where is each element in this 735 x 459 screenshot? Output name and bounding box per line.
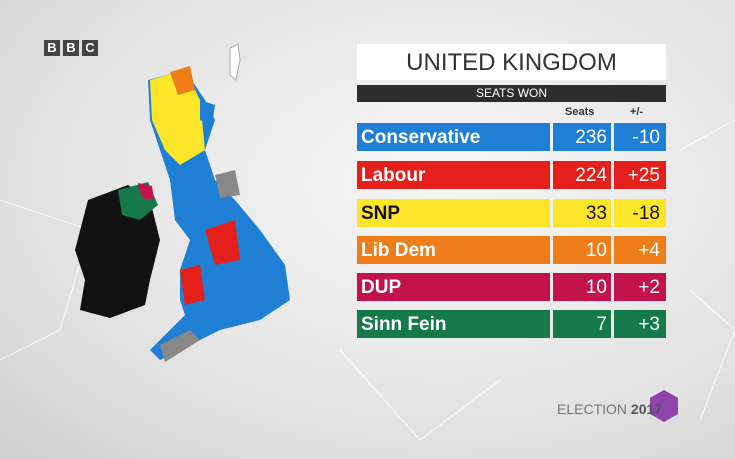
seats-count: 10 xyxy=(553,236,611,264)
seat-change: +25 xyxy=(614,161,666,189)
footer: ELECTION 2017 xyxy=(557,401,662,417)
column-header: Seats xyxy=(565,106,595,118)
seats-count: 10 xyxy=(553,273,611,301)
logo-letter: C xyxy=(82,40,98,56)
logo-letter: B xyxy=(63,40,79,56)
seat-change: +4 xyxy=(614,236,666,264)
seat-change: +3 xyxy=(614,310,666,338)
seats-count: 33 xyxy=(553,199,611,227)
wales-labour xyxy=(180,265,205,305)
party-name: DUP xyxy=(357,273,550,301)
northern-ireland-dup xyxy=(138,183,154,200)
title: UNITED KINGDOM xyxy=(357,44,666,80)
seat-change: -10 xyxy=(614,123,666,151)
seats-count: 236 xyxy=(553,123,611,151)
labour-region xyxy=(205,220,240,265)
shetland-inset xyxy=(229,43,241,81)
party-row: DUP 10 +2 xyxy=(357,273,666,301)
party-name: SNP xyxy=(357,199,550,227)
election-logo-icon xyxy=(650,390,678,422)
seats-count: 7 xyxy=(553,310,611,338)
logo-letter: B xyxy=(44,40,60,56)
scotland-snp xyxy=(150,70,205,165)
party-row: Sinn Fein 7 +3 xyxy=(357,310,666,338)
scotland-con xyxy=(200,100,215,125)
footer-year: 2017 xyxy=(630,401,663,417)
column-header: +/- xyxy=(630,106,644,118)
unfilled-region xyxy=(160,330,200,362)
party-row: SNP 33 -18 xyxy=(357,199,666,227)
footer-label: ELECTION xyxy=(557,401,628,417)
party-name: Labour xyxy=(357,161,550,189)
seat-change: +2 xyxy=(614,273,666,301)
party-name: Sinn Fein xyxy=(357,310,550,338)
party-row: Labour 224 +25 xyxy=(357,161,666,189)
party-name: Lib Dem xyxy=(357,236,550,264)
party-row: Lib Dem 10 +4 xyxy=(357,236,666,264)
subtitle: SEATS WON xyxy=(357,85,666,102)
party-name: Conservative xyxy=(357,123,550,151)
unfilled-region xyxy=(215,170,240,198)
seats-count: 224 xyxy=(553,161,611,189)
party-row: Conservative 236 -10 xyxy=(357,123,666,151)
scotland-libdem xyxy=(170,66,195,95)
seat-change: -18 xyxy=(614,199,666,227)
